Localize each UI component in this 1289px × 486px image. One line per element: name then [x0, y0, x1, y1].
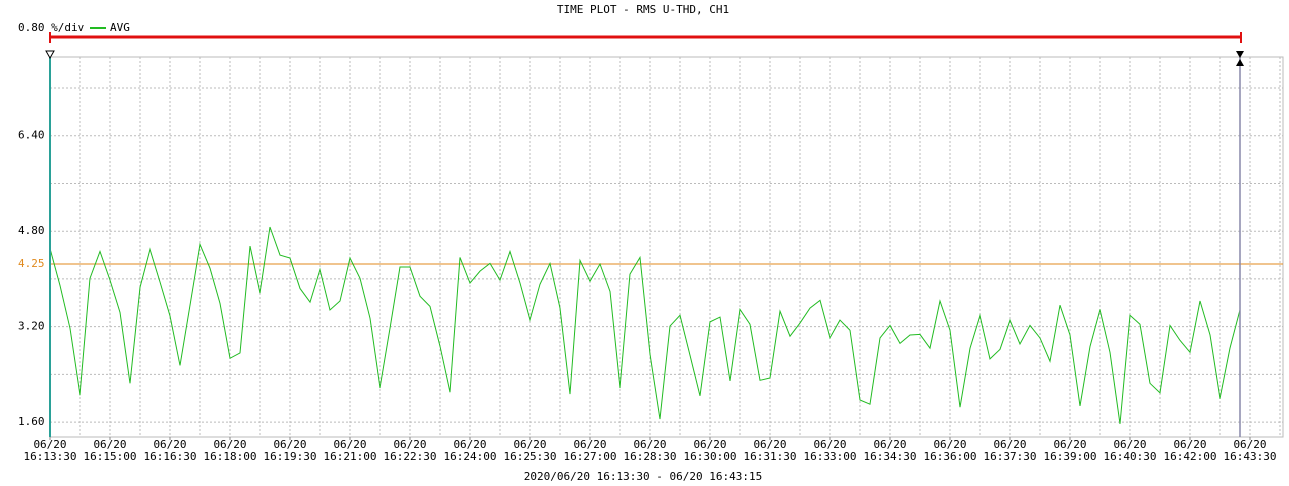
x-tick-date: 06/20 — [93, 438, 126, 451]
x-tick-date: 06/20 — [513, 438, 546, 451]
x-tick-date: 06/20 — [753, 438, 786, 451]
y-tick-label: 1.60 — [18, 415, 45, 428]
x-tick-date: 06/20 — [933, 438, 966, 451]
cursor-marker — [45, 50, 55, 60]
x-tick-date: 06/20 — [573, 438, 606, 451]
x-tick-date: 06/20 — [1053, 438, 1086, 451]
time-range: 2020/06/20 16:13:30 - 06/20 16:43:15 — [524, 470, 762, 483]
x-tick-time: 16:33:00 — [804, 450, 857, 463]
scale-label: 0.80 %/div — [18, 21, 85, 34]
data-line — [49, 226, 1241, 424]
y-tick-label: 3.20 — [18, 320, 45, 333]
x-tick-date: 06/20 — [1233, 438, 1266, 451]
x-tick-date: 06/20 — [333, 438, 366, 451]
threshold-label: 4.25 — [18, 257, 45, 270]
x-tick-time: 16:13:30 — [24, 450, 77, 463]
x-tick-time: 16:28:30 — [624, 450, 677, 463]
x-tick-date: 06/20 — [393, 438, 426, 451]
plot-area — [49, 56, 1284, 438]
x-tick-date: 06/20 — [1173, 438, 1206, 451]
x-tick-time: 16:42:00 — [1164, 450, 1217, 463]
x-tick-date: 06/20 — [1113, 438, 1146, 451]
y-tick-label: 6.40 — [18, 129, 45, 142]
x-tick-date: 06/20 — [993, 438, 1026, 451]
x-tick-time: 16:30:00 — [684, 450, 737, 463]
x-tick-time: 16:25:30 — [504, 450, 557, 463]
x-tick-time: 16:16:30 — [144, 450, 197, 463]
x-tick-date: 06/20 — [693, 438, 726, 451]
x-tick-time: 16:43:30 — [1224, 450, 1277, 463]
x-tick-date: 06/20 — [813, 438, 846, 451]
cursor-marker — [1236, 51, 1244, 58]
x-tick-date: 06/20 — [633, 438, 666, 451]
x-tick-time: 16:21:00 — [324, 450, 377, 463]
x-tick-date: 06/20 — [153, 438, 186, 451]
x-tick-time: 16:40:30 — [1104, 450, 1157, 463]
x-tick-time: 16:22:30 — [384, 450, 437, 463]
x-tick-time: 16:34:30 — [864, 450, 917, 463]
x-tick-time: 16:27:00 — [564, 450, 617, 463]
x-tick-date: 06/20 — [33, 438, 66, 451]
x-tick-time: 16:18:00 — [204, 450, 257, 463]
chart-title: TIME PLOT - RMS U-THD, CH1 — [557, 3, 729, 16]
x-tick-time: 16:19:30 — [264, 450, 317, 463]
legend-label: AVG — [110, 21, 130, 34]
x-tick-time: 16:24:00 — [444, 450, 497, 463]
x-tick-date: 06/20 — [273, 438, 306, 451]
x-tick-time: 16:36:00 — [924, 450, 977, 463]
x-tick-date: 06/20 — [453, 438, 486, 451]
y-tick-label: 4.80 — [18, 224, 45, 237]
x-tick-date: 06/20 — [213, 438, 246, 451]
cursor-marker — [1236, 59, 1244, 66]
x-tick-time: 16:37:30 — [984, 450, 1037, 463]
x-tick-time: 16:39:00 — [1044, 450, 1097, 463]
x-tick-date: 06/20 — [873, 438, 906, 451]
x-tick-time: 16:31:30 — [744, 450, 797, 463]
x-tick-time: 16:15:00 — [84, 450, 137, 463]
